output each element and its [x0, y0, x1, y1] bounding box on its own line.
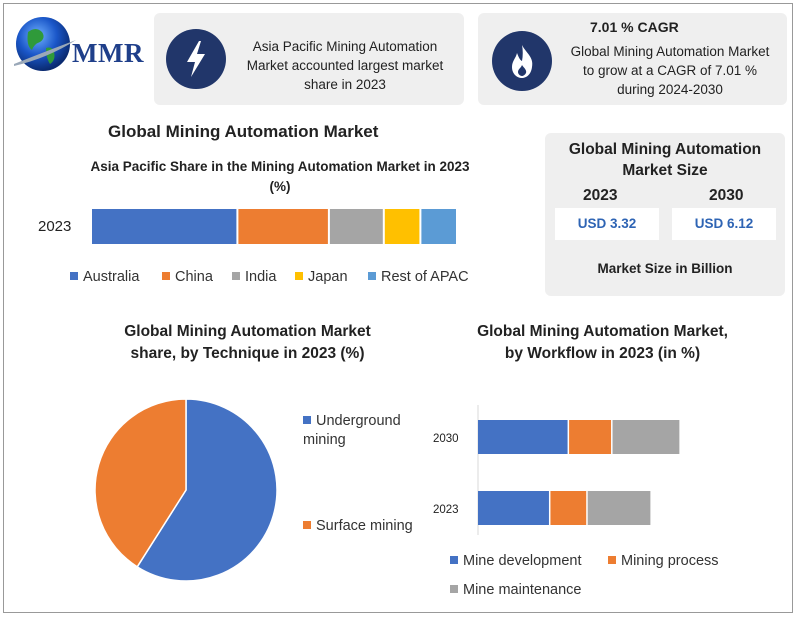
apac-legend-item-australia: Australia: [70, 269, 139, 285]
legend-swatch: [450, 556, 458, 565]
market-size-card: Global Mining Automation Market Size 202…: [545, 133, 785, 296]
apac-bar-india: [329, 209, 383, 244]
apac-share-chart: 2023: [38, 209, 456, 244]
main-title: Global Mining Automation Market: [108, 122, 379, 141]
market-size-footer: Market Size in Billion: [597, 261, 733, 276]
legend-swatch: [70, 272, 78, 281]
technique-chart-title: Global Mining Automation Market share, b…: [124, 323, 371, 362]
apac-legend-item-japan: Japan: [295, 269, 348, 285]
technique-pie-chart: [94, 398, 278, 582]
apac-legend-item-india: India: [232, 269, 276, 285]
logo-text: MMR: [72, 38, 144, 68]
workflow-legend-item-mine-development: Mine development: [450, 553, 582, 569]
legend-swatch: [368, 272, 376, 281]
workflow-bar-2023-mining-process: [550, 491, 587, 525]
legend-label: Surface mining: [316, 518, 413, 534]
workflow-bar-2030-mining-process: [569, 420, 612, 454]
lightning-icon: [166, 29, 226, 89]
pie-slice-underground-mining: [136, 398, 278, 582]
legend-label: India: [245, 269, 277, 285]
legend-label: Mining process: [621, 553, 719, 569]
flame-icon: [492, 31, 552, 91]
market-size-title: Global Mining Automation Market Size: [568, 141, 762, 179]
workflow-category-label-2030: 2030: [433, 433, 459, 445]
apac-legend-item-china: China: [162, 269, 213, 285]
pie-slice-surface-mining: [94, 398, 187, 568]
workflow-bar-chart: 2030 2023: [433, 405, 680, 535]
workflow-legend-item-mining-process: Mining process: [608, 553, 719, 569]
workflow-bar-2023-mine-maintenance: [587, 491, 651, 525]
apac-bar-japan: [384, 209, 420, 244]
mmr-logo: MMR: [10, 12, 160, 82]
market-size-year-2023: 2023: [583, 187, 618, 204]
highlight-card-region: Asia Pacific Mining Automation Market ac…: [154, 13, 464, 105]
legend-swatch: [162, 272, 170, 281]
cagr-text: Global Mining Automation Market to grow …: [570, 44, 770, 97]
legend-swatch: [608, 556, 616, 565]
legend-swatch: [232, 272, 240, 281]
legend-swatch: [303, 416, 311, 425]
workflow-bar-2030-mine-maintenance: [612, 420, 680, 454]
legend-label: Japan: [308, 269, 348, 285]
legend-label: Mine development: [463, 553, 582, 569]
legend-label: Underground mining: [303, 413, 401, 448]
legend-swatch: [295, 272, 303, 281]
cagr-title: 7.01 % CAGR: [590, 19, 679, 35]
legend-label: China: [175, 269, 213, 285]
market-size-value-2023: USD 3.32: [555, 208, 659, 240]
region-highlight-text: Asia Pacific Mining Automation Market ac…: [246, 39, 444, 92]
legend-swatch: [303, 521, 311, 530]
apac-legend-item-rest-of-apac: Rest of APAC: [368, 269, 469, 285]
workflow-bar-2030-mine-development: [478, 420, 568, 454]
workflow-category-label-2023: 2023: [433, 504, 459, 516]
market-size-year-2030: 2030: [709, 187, 744, 204]
legend-label: Rest of APAC: [381, 269, 469, 285]
workflow-bar-2023-mine-development: [478, 491, 549, 525]
apac-bar-australia: [92, 209, 237, 244]
market-size-value-2030: USD 6.12: [672, 208, 776, 240]
workflow-legend-item-mine-maintenance: Mine maintenance: [450, 582, 582, 598]
globe-icon: [14, 17, 76, 71]
workflow-chart-title: Global Mining Automation Market, by Work…: [477, 323, 728, 362]
highlight-card-cagr: 7.01 % CAGR Global Mining Automation Mar…: [478, 13, 787, 105]
pie-legend-item-underground-mining: Underground mining: [303, 412, 418, 450]
apac-chart-title: Asia Pacific Share in the Mining Automat…: [90, 159, 470, 194]
legend-swatch: [450, 585, 458, 594]
apac-bar-rest-of-apac: [421, 209, 456, 244]
legend-label: Mine maintenance: [463, 582, 582, 598]
legend-label: Australia: [83, 269, 140, 285]
apac-bar-china: [238, 209, 328, 244]
pie-legend-item-surface-mining: Surface mining: [303, 517, 418, 536]
infographic-frame: [3, 3, 793, 613]
apac-category-label: 2023: [38, 218, 71, 235]
